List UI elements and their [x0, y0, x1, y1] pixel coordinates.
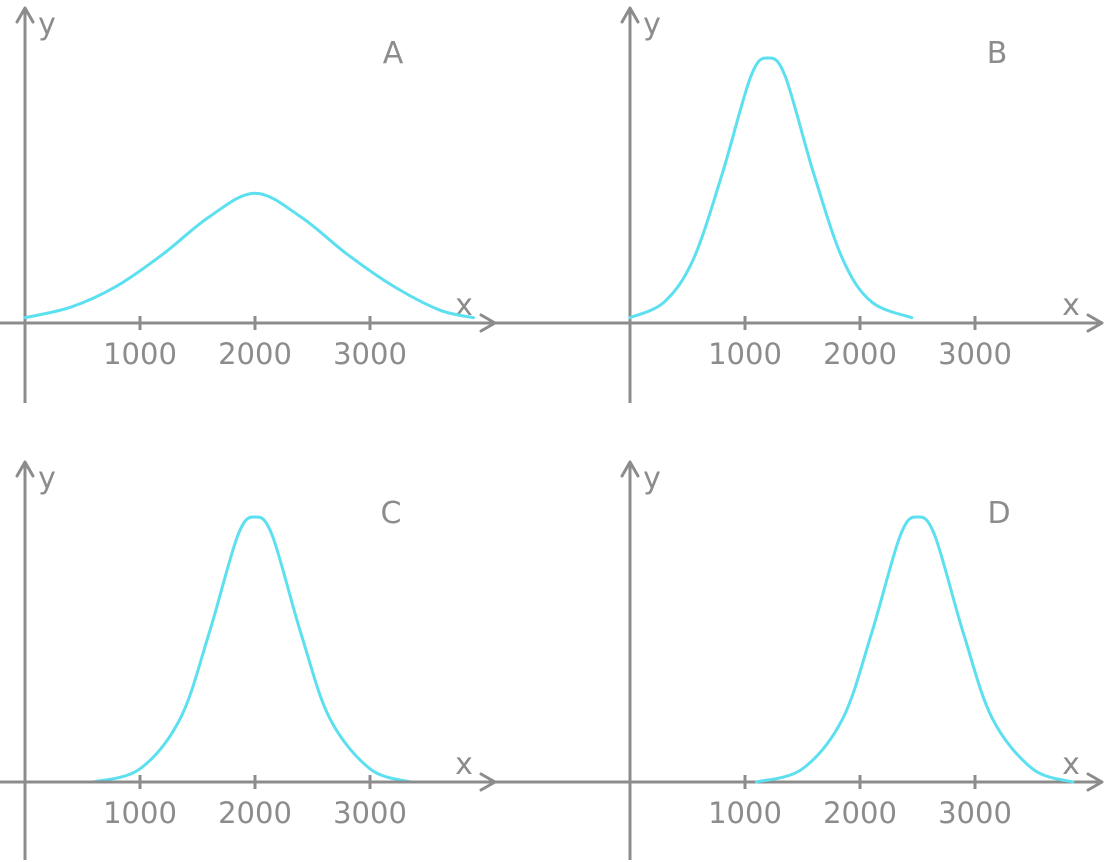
x-tick-label: 2000 [823, 796, 897, 830]
x-tick-label: 2000 [823, 337, 897, 371]
y-axis-arrowhead [15, 460, 35, 478]
x-tick-label: 3000 [938, 796, 1012, 830]
y-axis-label: y [38, 7, 56, 42]
panel-label: C [381, 496, 402, 531]
y-axis-label: y [643, 7, 661, 42]
x-tick-label: 1000 [103, 337, 177, 371]
x-tick-label: 3000 [938, 337, 1012, 371]
y-axis-label: y [38, 461, 56, 496]
x-tick-label: 1000 [708, 337, 782, 371]
series-line [23, 191, 475, 320]
series-line [628, 56, 914, 320]
panel-label: B [987, 36, 1008, 71]
series-line [92, 515, 412, 784]
y-axis-label: y [643, 461, 661, 496]
x-tick-label: 1000 [103, 796, 177, 830]
y-axis-arrowhead [620, 6, 640, 24]
y-axis-arrowhead [15, 6, 35, 24]
x-axis-label: x [455, 747, 473, 782]
x-tick-label: 2000 [218, 337, 292, 371]
x-axis-label: x [1062, 747, 1080, 782]
x-axis-arrowhead [1086, 772, 1104, 792]
x-tick-label: 3000 [333, 337, 407, 371]
series-line [755, 515, 1075, 784]
chart-panel-b: 1000 2000 3000 x y B [0, 6, 1104, 403]
panel-label: A [383, 36, 404, 71]
panel-label: D [987, 496, 1010, 531]
x-tick-label: 1000 [708, 796, 782, 830]
y-axis-arrowhead [620, 460, 640, 478]
x-axis-label: x [1062, 288, 1080, 323]
chart-panel-d: 1000 2000 3000 x y D [0, 460, 1104, 860]
x-tick-label: 2000 [218, 796, 292, 830]
x-tick-label: 3000 [333, 796, 407, 830]
chart-panel-c: 1000 2000 3000 x y C [0, 460, 497, 860]
x-axis-arrowhead [1086, 313, 1104, 333]
